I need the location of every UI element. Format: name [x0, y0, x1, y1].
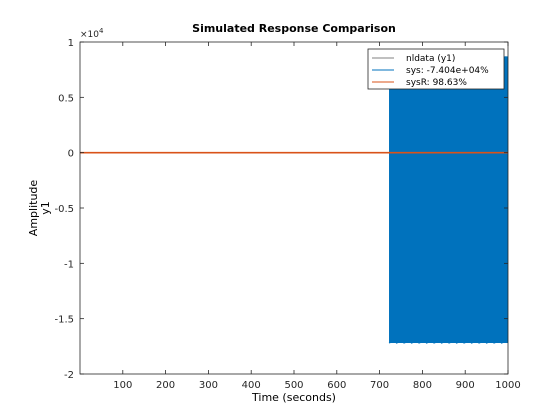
y-axis-label: Amplitude	[27, 180, 40, 237]
y-tick-label: 0.5	[58, 93, 74, 104]
legend-label-sys: sys: -7.404e+04%	[406, 66, 489, 76]
x-tick-label: 700	[370, 380, 389, 391]
tick-layer: 100 200 300 400 500 600 700 800 900 1000 -2 -1.5 -1 -…	[54, 38, 520, 391]
y-tick-label: 1	[68, 38, 74, 49]
x-tick-label: 600	[327, 380, 346, 391]
y-tick-label: -2	[64, 370, 74, 381]
legend-label-nldata: nldata (y1)	[406, 54, 455, 64]
y-exponent-base: ×10	[80, 30, 99, 40]
x-tick-label: 400	[242, 380, 261, 391]
y-tick-label: 0	[68, 149, 74, 160]
y-tick-label: -1.5	[54, 315, 74, 326]
y-axis-sublabel: y1	[39, 201, 52, 215]
x-tick-label: 500	[284, 380, 303, 391]
y-tick-label: -1	[64, 259, 74, 270]
series-band-bottom-sys	[388, 339, 508, 344]
x-tick-label: 300	[199, 380, 218, 391]
y-exponent-power: 4	[99, 27, 104, 35]
x-tick-label: 200	[156, 380, 175, 391]
legend-label-sysr: sysR: 98.63%	[406, 78, 467, 88]
series-layer	[80, 55, 508, 344]
legend: nldata (y1) sys: -7.404e+04% sysR: 98.63…	[367, 48, 505, 90]
x-tick-label: 1000	[495, 380, 520, 391]
x-tick-label: 800	[413, 380, 432, 391]
y-exponent-label: ×104	[80, 27, 104, 40]
chart-title: Simulated Response Comparison	[192, 22, 396, 35]
series-band-sys	[389, 56, 508, 344]
x-axis-label: Time (seconds)	[251, 391, 336, 404]
x-tick-label: 100	[113, 380, 132, 391]
y-tick-label: -0.5	[54, 204, 74, 215]
x-tick-label: 900	[456, 380, 475, 391]
